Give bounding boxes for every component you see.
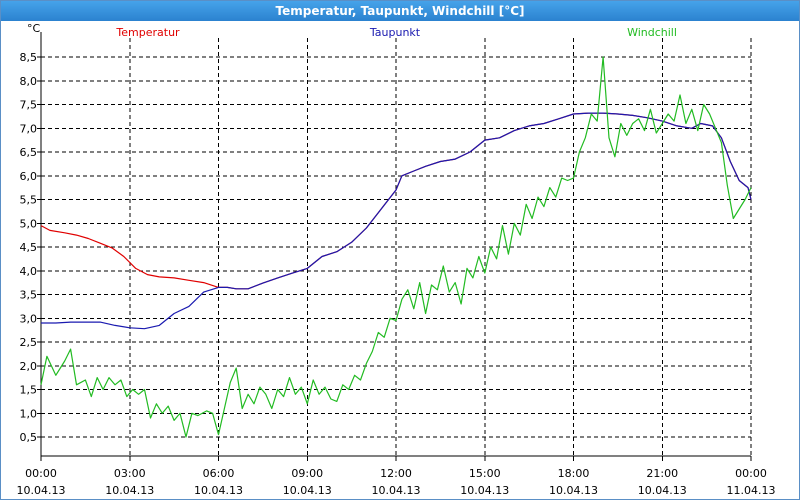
x-tick-time-label: 21:00 bbox=[646, 467, 678, 480]
series-line-windchill bbox=[40, 56, 752, 438]
y-tick-label: 2,5 bbox=[20, 336, 38, 349]
x-tick-date-label: 10.04.13 bbox=[372, 484, 421, 497]
y-axis-unit-label: °C bbox=[27, 22, 41, 35]
x-tick-date-label: 10.04.13 bbox=[17, 484, 66, 497]
legend-windchill: Windchill bbox=[627, 26, 677, 39]
y-tick-label: 0,5 bbox=[20, 431, 38, 444]
x-tick-date-label: 10.04.13 bbox=[194, 484, 243, 497]
x-tick-date-label: 10.04.13 bbox=[283, 484, 332, 497]
x-tick-time-label: 00:00 bbox=[25, 467, 57, 480]
x-tick-date-label: 11.04.13 bbox=[727, 484, 776, 497]
y-tick-label: 5,5 bbox=[20, 194, 38, 207]
y-tick-label: 1,5 bbox=[20, 384, 38, 397]
legend-temperatur: Temperatur bbox=[115, 26, 180, 39]
y-tick-label: 4,0 bbox=[20, 265, 38, 278]
x-tick-date-label: 10.04.13 bbox=[460, 484, 509, 497]
x-tick-time-label: 00:00 bbox=[735, 467, 767, 480]
plot-background bbox=[1, 22, 799, 499]
y-tick-label: 6,5 bbox=[20, 146, 38, 159]
x-tick-date-label: 10.04.13 bbox=[105, 484, 154, 497]
x-tick-date-label: 10.04.13 bbox=[549, 484, 598, 497]
x-tick-time-label: 03:00 bbox=[114, 467, 146, 480]
y-tick-label: 1,0 bbox=[20, 407, 38, 420]
legend: Temperatur Taupunkt Windchill bbox=[115, 26, 677, 39]
grid-lines bbox=[41, 38, 752, 456]
y-tick-label: 2,0 bbox=[20, 360, 38, 373]
y-tick-label: 3,0 bbox=[20, 312, 38, 325]
y-tick-label: 6,0 bbox=[20, 170, 38, 183]
x-tick-date-label: 10.04.13 bbox=[638, 484, 687, 497]
x-tick-time-label: 15:00 bbox=[469, 467, 501, 480]
legend-taupunkt: Taupunkt bbox=[369, 26, 421, 39]
tick-labels: 0,5 1,0 1,5 2,0 2,5 3,0 3,5 4,0 4,5 5,0 5,5 6,0 6,5 7… bbox=[17, 22, 776, 497]
y-tick-label: 7,0 bbox=[20, 122, 38, 135]
y-tick-label: 3,5 bbox=[20, 289, 38, 302]
y-tick-label: 8,0 bbox=[20, 75, 38, 88]
x-tick-time-label: 06:00 bbox=[203, 467, 235, 480]
y-tick-label: 7,5 bbox=[20, 99, 38, 112]
axes bbox=[37, 32, 752, 461]
y-tick-label: 4,5 bbox=[20, 241, 38, 254]
series-lines bbox=[40, 56, 752, 438]
y-tick-label: 5,0 bbox=[20, 217, 38, 230]
x-tick-time-label: 18:00 bbox=[558, 467, 590, 480]
window-title: Temperatur, Taupunkt, Windchill [°C] bbox=[1, 1, 799, 21]
series-line-taupunkt bbox=[41, 112, 752, 330]
line-chart: 0,5 1,0 1,5 2,0 2,5 3,0 3,5 4,0 4,5 5,0 5,5 6,0 6,5 7… bbox=[1, 22, 799, 499]
y-tick-label: 8,5 bbox=[20, 51, 38, 64]
x-tick-time-label: 09:00 bbox=[291, 467, 323, 480]
x-tick-time-label: 12:00 bbox=[380, 467, 412, 480]
